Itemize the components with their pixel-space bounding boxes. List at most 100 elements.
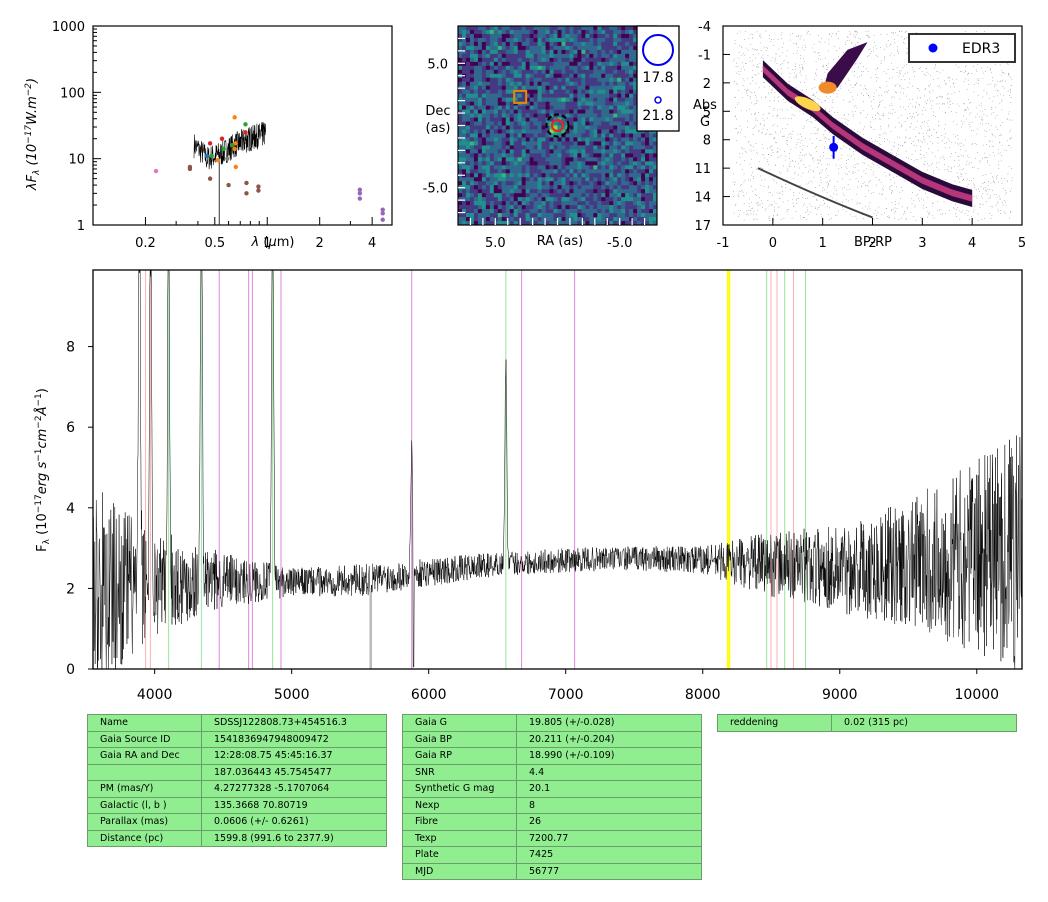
cutout-pixel	[557, 173, 562, 178]
cutout-pixel	[469, 37, 475, 43]
cutout-pixel	[645, 217, 650, 222]
cutout-pixel	[613, 113, 618, 118]
cutout-pixel	[633, 101, 638, 106]
cutout-pixel	[513, 33, 518, 39]
cutout-pixel	[545, 105, 550, 110]
cutout-pixel	[621, 117, 626, 122]
cutout-pixel	[461, 109, 467, 114]
cmd-background-dot	[833, 158, 834, 160]
cmd-background-dot	[876, 48, 878, 50]
cmd-background-dot	[901, 36, 902, 38]
cmd-background-dot	[815, 151, 817, 152]
cmd-background-dot	[740, 184, 742, 185]
cutout-pixel	[545, 205, 550, 210]
cutout-pixel	[597, 41, 602, 47]
cmd-background-dot	[758, 204, 760, 206]
cutout-pixel	[633, 141, 638, 146]
cutout-pixel	[561, 221, 566, 226]
cmd-background-dot	[852, 99, 854, 101]
cutout-pixel	[585, 65, 590, 71]
cmd-background-dot	[838, 173, 840, 174]
cutout-pixel	[621, 181, 626, 186]
cutout-pixel	[493, 93, 499, 98]
cmd-background-dot	[768, 186, 769, 187]
cmd-background-dot	[1011, 119, 1013, 121]
cutout-pixel	[497, 209, 503, 214]
cmd-background-dot	[855, 44, 857, 46]
cmd-background-dot	[802, 154, 803, 156]
cutout-pixel	[537, 77, 542, 83]
cutout-pixel	[561, 173, 566, 178]
cutout-pixel	[537, 177, 542, 182]
cmd-background-dot	[796, 53, 798, 54]
cmd-background-dot	[845, 211, 847, 212]
cutout-pixel	[629, 61, 634, 67]
cutout-pixel	[458, 61, 463, 67]
cutout-pixel	[613, 77, 618, 83]
cmd-background-dot	[982, 96, 984, 98]
cmd-background-dot	[871, 162, 873, 164]
cutout-pixel	[533, 129, 538, 134]
cutout-pixel	[601, 197, 606, 202]
cmd-background-dot	[790, 39, 791, 41]
cutout-pixel	[513, 73, 518, 79]
cutout-pixel	[497, 105, 503, 110]
cmd-background-dot	[839, 47, 840, 49]
cutout-pixel	[573, 93, 578, 98]
cmd-background-dot	[892, 190, 893, 192]
cutout-pixel	[505, 93, 511, 98]
cmd-background-dot	[777, 147, 778, 149]
cutout-pixel	[529, 193, 534, 198]
cmd-background-dot	[1009, 138, 1011, 139]
cutout-pixel	[541, 37, 546, 43]
cutout-pixel	[553, 33, 558, 39]
cutout-pixel	[501, 57, 507, 63]
cmd-background-dot	[924, 161, 926, 162]
cutout-pixel	[509, 217, 515, 222]
cutout-pixel	[489, 53, 495, 59]
cutout-pixel	[649, 205, 654, 210]
cmd-background-dot	[741, 46, 742, 48]
cutout-pixel	[589, 113, 594, 118]
cutout-pixel	[601, 65, 606, 71]
cmd-background-dot	[861, 185, 862, 187]
cmd-background-dot	[887, 216, 888, 217]
cutout-pixel	[549, 137, 554, 142]
cmd-background-dot	[871, 105, 873, 107]
cutout-pixel	[521, 65, 526, 71]
cmd-background-dot	[1007, 173, 1009, 175]
cmd-background-dot	[875, 118, 876, 120]
cutout-pixel	[577, 133, 582, 138]
cmd-background-dot	[967, 155, 968, 157]
cutout-pixel	[589, 177, 594, 182]
cutout-pixel	[521, 165, 526, 170]
cutout-pixel	[477, 117, 483, 122]
cmd-background-dot	[854, 106, 855, 108]
cmd-background-dot	[762, 58, 764, 59]
cutout-pixel	[469, 117, 475, 122]
cutout-pixel	[489, 85, 495, 90]
cmd-background-dot	[998, 149, 999, 150]
cutout-pixel	[517, 149, 522, 154]
cutout-pixel	[625, 185, 630, 190]
cmd-background-dot	[976, 128, 978, 130]
cutout-pixel	[609, 185, 614, 190]
cutout-pixel	[489, 81, 495, 86]
cutout-pixel	[633, 85, 638, 90]
cmd-background-dot	[948, 107, 950, 109]
cmd-background-dot	[789, 102, 791, 103]
cutout-pixel	[621, 41, 626, 47]
cutout-pixel	[585, 209, 590, 214]
cmd-background-dot	[817, 52, 819, 54]
cmd-background-dot	[867, 70, 869, 72]
cutout-pixel	[458, 193, 463, 198]
cmd-background-dot	[801, 159, 803, 161]
cmd-background-dot	[749, 98, 751, 99]
cmd-background-dot	[739, 45, 740, 46]
cutout-pixel	[553, 145, 558, 150]
cmd-background-dot	[894, 39, 895, 40]
cmd-background-dot	[793, 178, 794, 179]
cmd-background-dot	[992, 134, 993, 135]
cutout-pixel	[501, 197, 507, 202]
cmd-background-dot	[902, 190, 903, 191]
